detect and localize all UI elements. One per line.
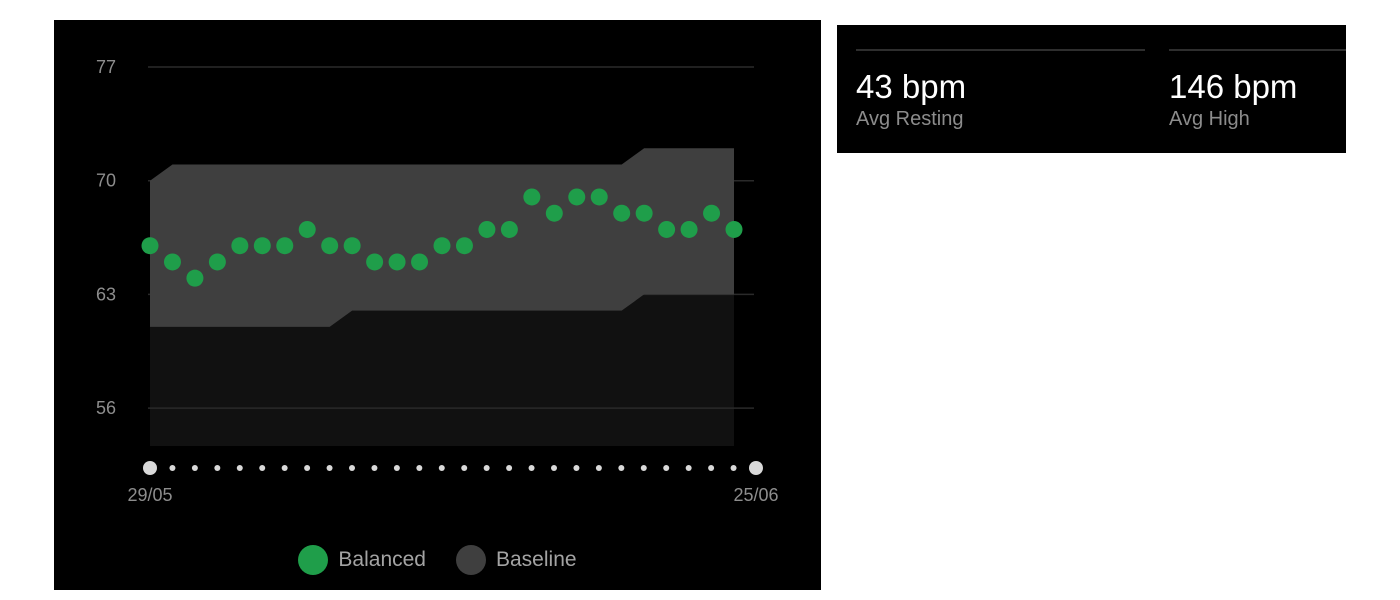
x-axis-day-dot [663,465,670,471]
x-axis-day-dot [528,465,535,471]
balanced-point [500,220,518,238]
balanced-point [298,220,316,238]
y-tick-label: 56 [96,398,116,418]
balanced-point [163,253,181,271]
x-axis-day-dot [595,465,602,471]
x-axis-day-dot [169,465,176,471]
x-axis-day-dot [708,465,715,471]
x-axis-day-dot [259,465,266,471]
balanced-point [208,253,226,271]
baseline-swatch-icon [456,545,486,575]
x-axis-day-dot [640,465,647,471]
legend-item-baseline[interactable]: Baseline [456,545,577,575]
balanced-point [231,237,249,255]
avg-high-value: 146 bpm [1169,68,1298,105]
balanced-point [703,204,721,222]
legend-item-balanced[interactable]: Balanced [298,545,426,575]
legend-label-baseline: Baseline [496,548,577,571]
balanced-point [411,253,429,271]
x-axis-day-dot [304,465,311,471]
chart-legend: Balanced Baseline [54,545,821,575]
balanced-point [590,188,608,206]
balanced-point [545,204,563,222]
legend-label-balanced: Balanced [338,548,426,571]
balanced-point [388,253,406,271]
y-tick-label: 70 [96,171,116,191]
x-axis-day-dot [685,465,692,471]
x-axis-endpoint-dot [143,461,157,475]
avg-resting-value: 43 bpm [856,68,967,105]
balanced-point [680,220,698,238]
x-axis-day-dot [326,465,333,471]
balanced-point [186,269,204,287]
balanced-point [433,237,451,255]
x-axis-day-dot [551,465,557,471]
x-axis-day-dot [506,465,513,471]
x-axis-day-dot [191,465,198,471]
x-axis-day-dot [483,465,490,471]
balanced-point [658,220,676,238]
balanced-swatch-icon [298,545,329,575]
balanced-point [613,204,631,222]
y-tick-label: 77 [96,57,116,77]
y-tick-label: 63 [96,284,116,304]
stat-divider [1169,49,1346,51]
x-axis-day-dot [573,465,580,471]
balanced-point [366,253,384,271]
heart-rate-chart-panel: 77 70 63 56 29/05 25/06 Balanced Baseline [54,20,821,590]
x-tick-label-start: 29/05 [127,485,172,505]
x-axis-day-dot [349,465,355,471]
avg-high-stat: 146 bpm Avg High [1169,49,1346,131]
avg-resting-label: Avg Resting [856,108,964,130]
x-axis-day-dot [730,465,737,471]
x-axis-day-dot [438,465,445,471]
x-axis-day-dot [416,465,423,471]
balanced-point [635,204,653,222]
balanced-point [343,237,361,255]
x-tick-label-end: 25/06 [733,485,778,505]
balanced-point [253,237,271,255]
balanced-point [321,237,339,255]
balanced-point [478,220,496,238]
balanced-point [276,237,294,255]
x-axis-day-dot [281,465,288,471]
balanced-point [568,188,586,206]
x-axis-day-dot [618,465,625,471]
x-axis-day-dot [393,465,400,471]
avg-resting-stat: 43 bpm Avg Resting [856,49,1145,131]
x-axis-day-dot [371,465,378,471]
heart-rate-stats-panel: 43 bpm Avg Resting 146 bpm Avg High [837,25,1346,153]
balanced-point [725,220,743,238]
avg-high-label: Avg High [1169,108,1250,130]
x-axis-day-dot [461,465,468,471]
x-axis-endpoint-dot [749,461,763,475]
x-axis-day-dot [214,465,221,471]
balanced-point [141,237,159,255]
balanced-point [455,237,473,255]
stat-divider [856,49,1145,51]
balanced-point [523,188,541,206]
heart-rate-chart: 77 70 63 56 29/05 25/06 [96,57,779,505]
x-axis-day-dot [236,465,243,471]
